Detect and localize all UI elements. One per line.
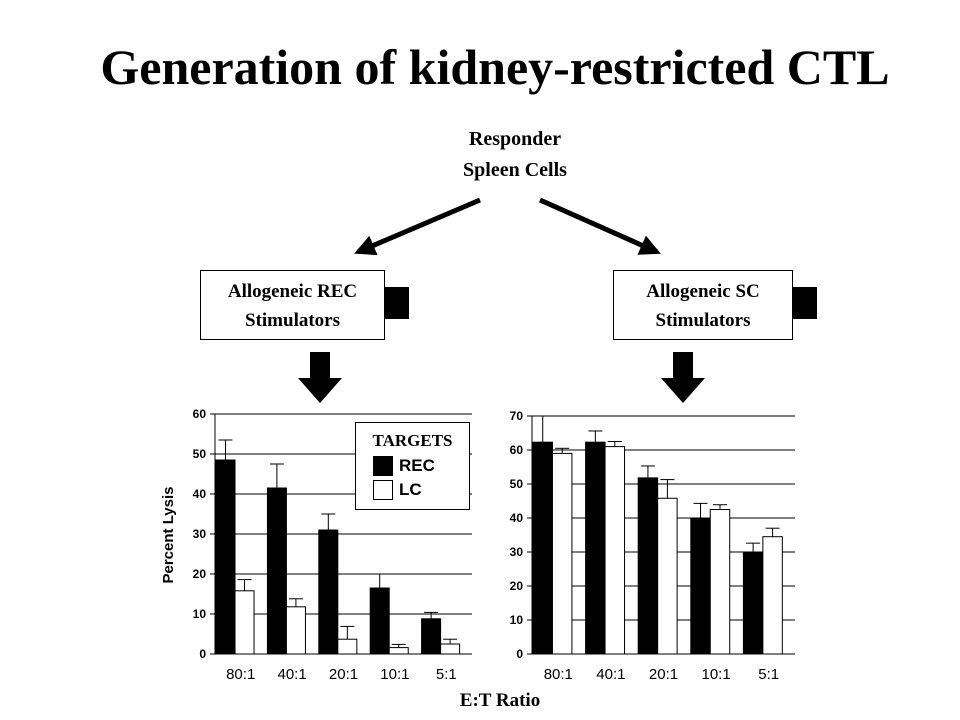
y-tick-label: 20 [510,579,524,593]
x-tick-label: 10:1 [701,666,730,683]
bar-rec [585,441,606,655]
bar-lc [604,446,626,655]
y-tick-label: 60 [193,407,207,421]
y-tick-label: 10 [193,607,207,621]
x-tick-label: 40:1 [596,666,625,683]
y-tick-label: 70 [510,409,524,423]
y-tick-label: 0 [199,647,206,661]
y-tick-label: 50 [193,447,207,461]
bar-lc [762,536,783,655]
stimulator-rec-line2: Stimulators [245,310,340,331]
stimulator-sc-square [793,287,817,319]
bar-rec [690,517,711,655]
page-title: Generation of kidney-restricted CTL [100,39,890,95]
legend-title: TARGETS [372,431,453,450]
y-tick-label: 0 [516,647,523,661]
stimulator-rec-line1: Allogeneic REC [227,281,358,302]
x-axis-label: E:T Ratio [459,690,541,711]
x-tick-label: 80:1 [544,666,573,683]
x-tick-label: 5:1 [758,666,779,683]
stimulator-box-sc: Allogeneic SC Stimulators [613,270,793,340]
bar-rec [742,552,764,655]
stimulator-sc-line2: Stimulators [655,310,751,331]
bar-rec [532,441,553,655]
responder-line2: Spleen Cells [463,159,567,181]
bar-lc [657,497,678,655]
stimulator-rec-square [385,287,409,319]
y-axis-label: Percent Lysis [160,487,177,584]
responder-line1: Responder [468,128,562,150]
responder-label: Responder Spleen Cells [420,124,610,186]
bar-rec [637,477,659,655]
y-tick-label: 10 [510,613,524,627]
x-tick-label: 40:1 [277,666,306,683]
bar-lc [551,452,573,655]
legend-swatch-rec [373,456,393,476]
y-tick-label: 50 [510,477,524,491]
legend-label-lc: LC [399,480,422,499]
stimulator-sc-line1: Allogeneic SC [646,281,760,302]
stimulator-box-rec: Allogeneic REC Stimulators [200,270,385,340]
y-tick-label: 40 [193,487,207,501]
x-tick-label: 20:1 [329,666,358,683]
x-tick-label: 80:1 [226,666,255,683]
y-tick-label: 30 [193,527,207,541]
y-tick-label: 20 [193,567,207,581]
x-tick-label: 5:1 [436,666,457,683]
y-tick-label: 40 [510,511,524,525]
legend-swatch-lc [373,480,393,500]
y-tick-label: 60 [510,443,524,457]
x-tick-label: 20:1 [649,666,678,683]
y-tick-label: 30 [510,545,524,559]
legend-label-rec: REC [399,456,435,475]
x-tick-label: 10:1 [380,666,409,683]
legend: TARGETS REC LC [355,422,470,510]
bar-lc [709,509,731,655]
